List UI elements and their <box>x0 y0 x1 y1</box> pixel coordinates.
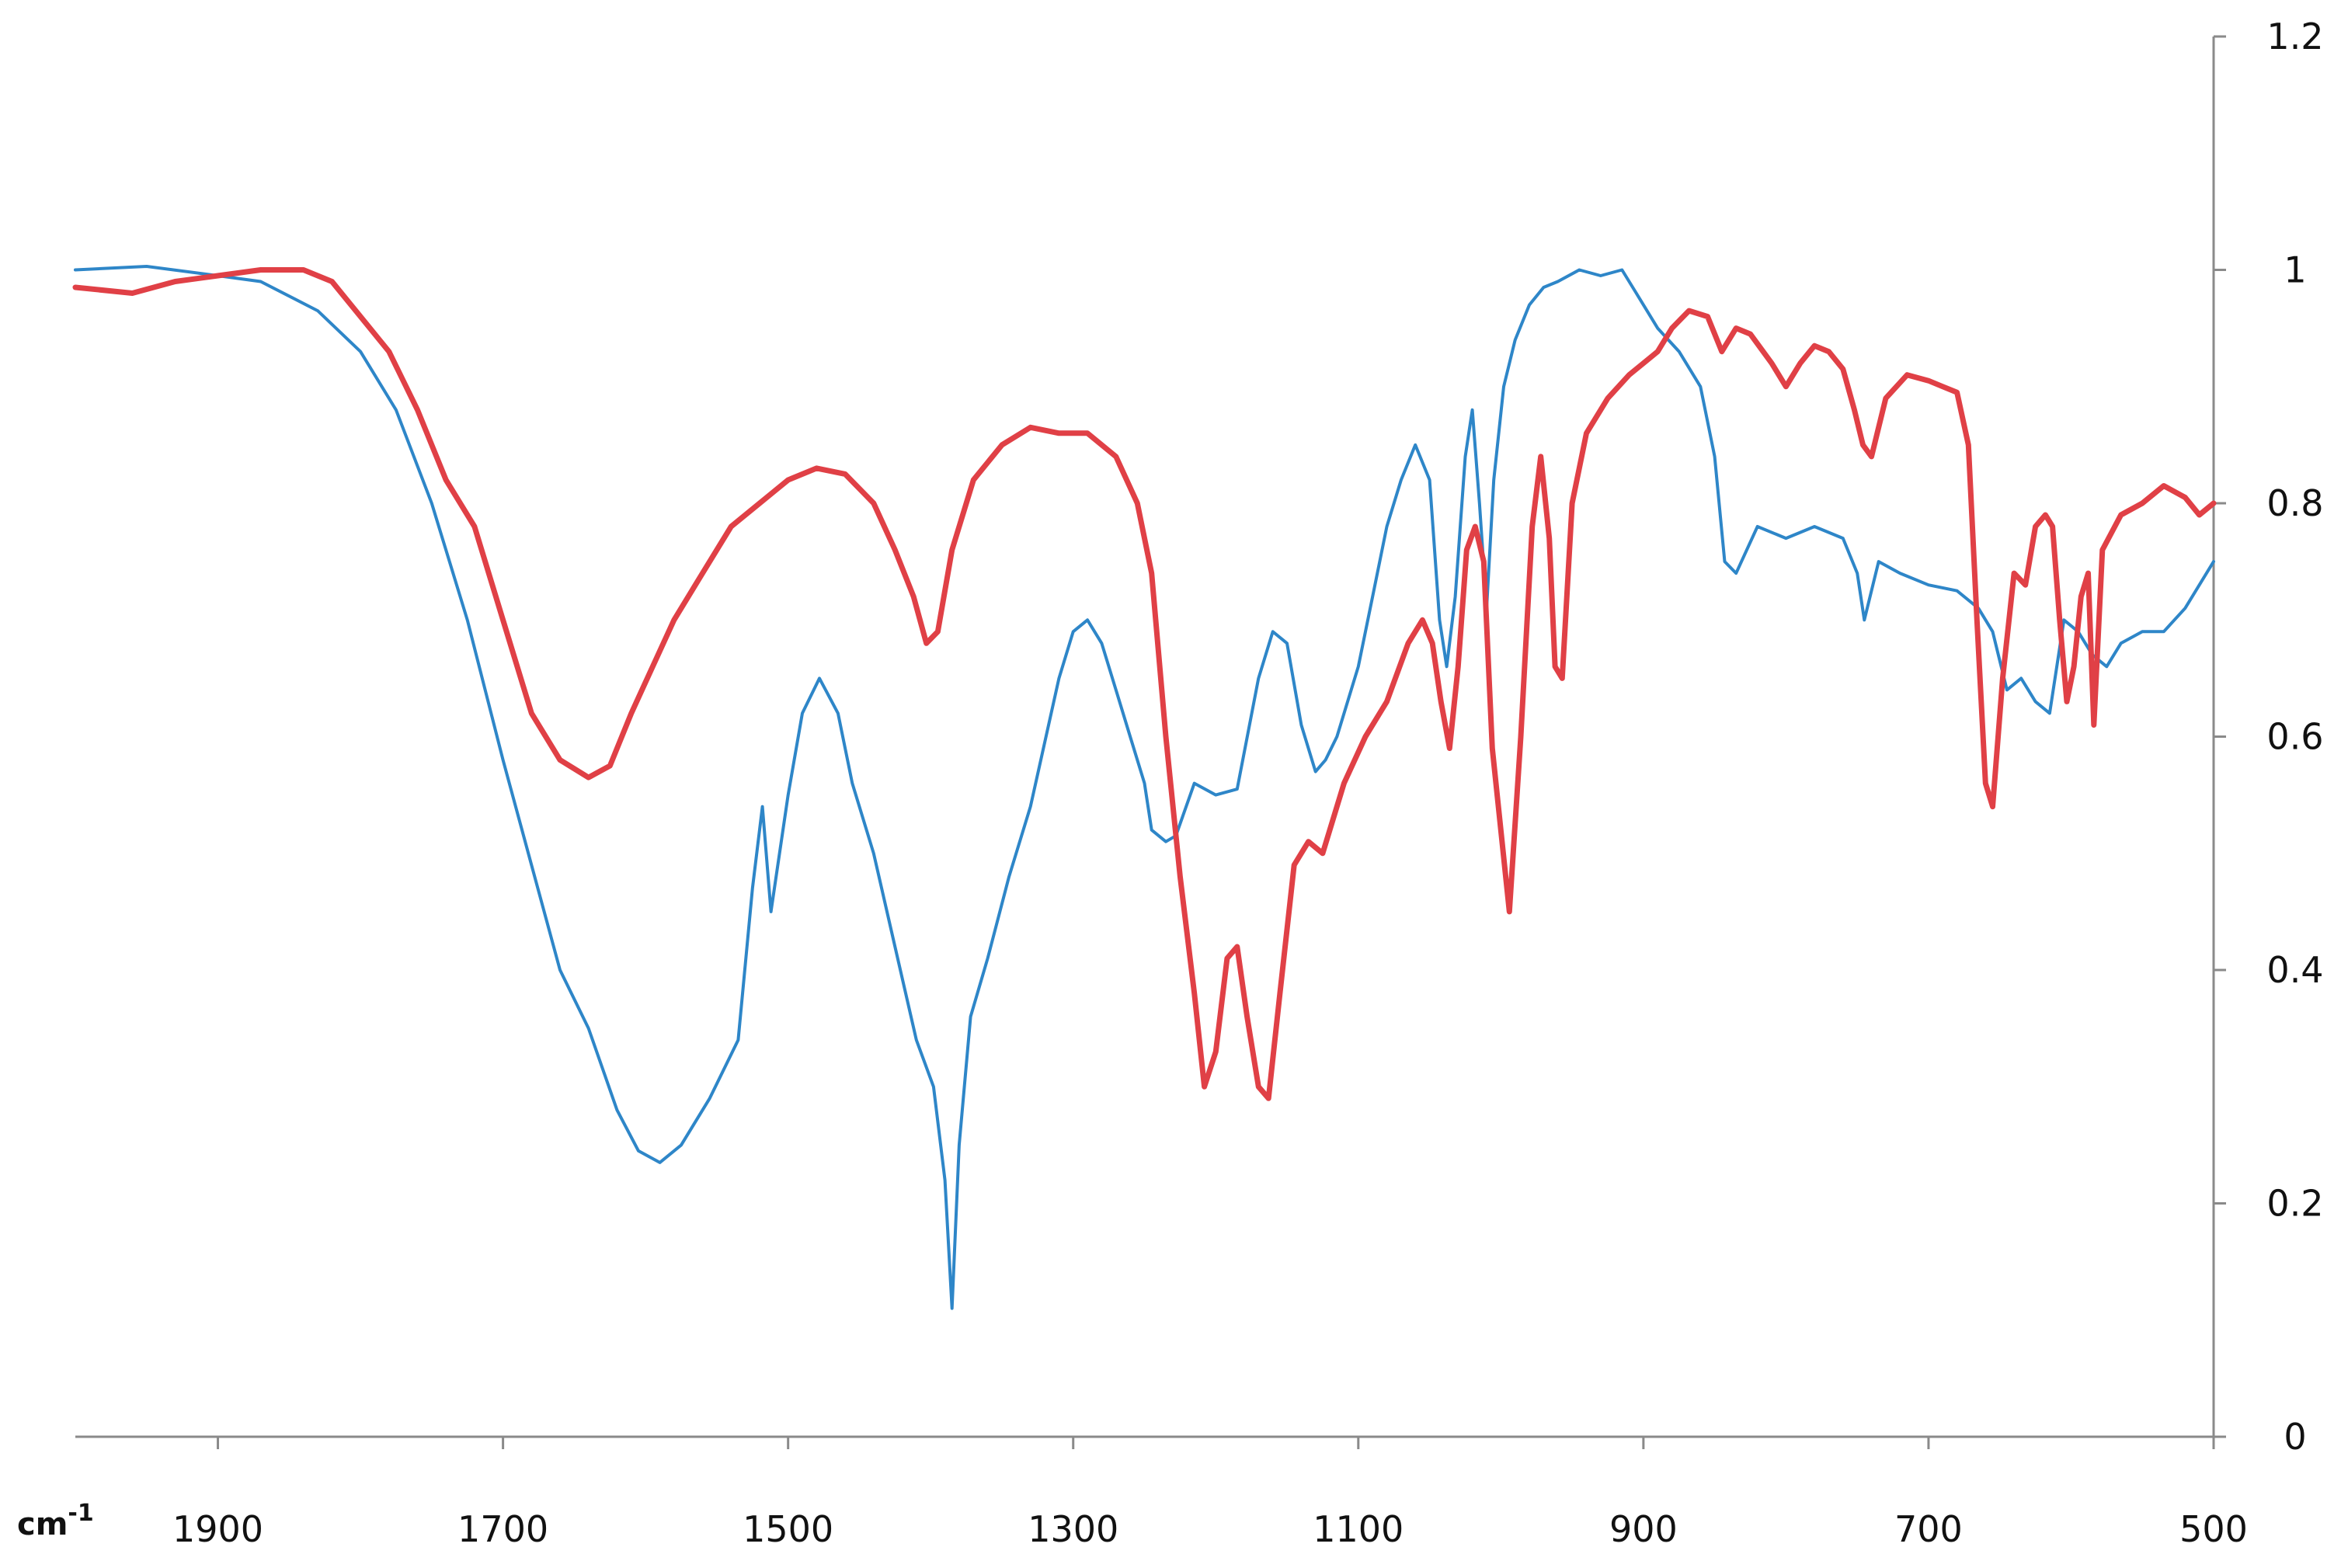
series-line-red <box>72 267 2217 1101</box>
x-tick-label: 700 <box>1894 1508 1963 1550</box>
x-tick-label: 1500 <box>743 1508 833 1550</box>
axes <box>75 37 2215 1438</box>
y-tick-label: 0.2 <box>2266 1183 2323 1225</box>
x-tick-label: 1300 <box>1028 1508 1118 1550</box>
x-tick-label: 1700 <box>457 1508 548 1550</box>
y-tick-label: 0.6 <box>2266 716 2323 758</box>
y-tick-label: 0.4 <box>2266 949 2323 991</box>
y-axis-ticks: 0 0.2 0.4 0.6 0.8 1 1.2 <box>2214 16 2324 1458</box>
x-tick-label: 1900 <box>172 1508 263 1550</box>
y-tick-label: 0 <box>2284 1416 2306 1458</box>
x-axis-unit-label: cm-1 <box>17 1500 94 1542</box>
y-tick-label: 1.2 <box>2266 16 2323 57</box>
x-tick-label: 500 <box>2179 1508 2248 1550</box>
y-tick-label: 0.8 <box>2266 482 2323 524</box>
series-line-blue <box>74 265 2215 1310</box>
x-unit-base: cm <box>17 1507 68 1542</box>
x-tick-label: 900 <box>1609 1508 1678 1550</box>
x-unit-exponent: -1 <box>68 1500 93 1527</box>
x-axis-ticks: 1900 1700 1500 1300 1100 900 700 500 <box>172 1437 2248 1550</box>
y-tick-label: 1 <box>2284 249 2306 291</box>
series-layer <box>72 265 2217 1310</box>
x-tick-label: 1100 <box>1313 1508 1404 1550</box>
